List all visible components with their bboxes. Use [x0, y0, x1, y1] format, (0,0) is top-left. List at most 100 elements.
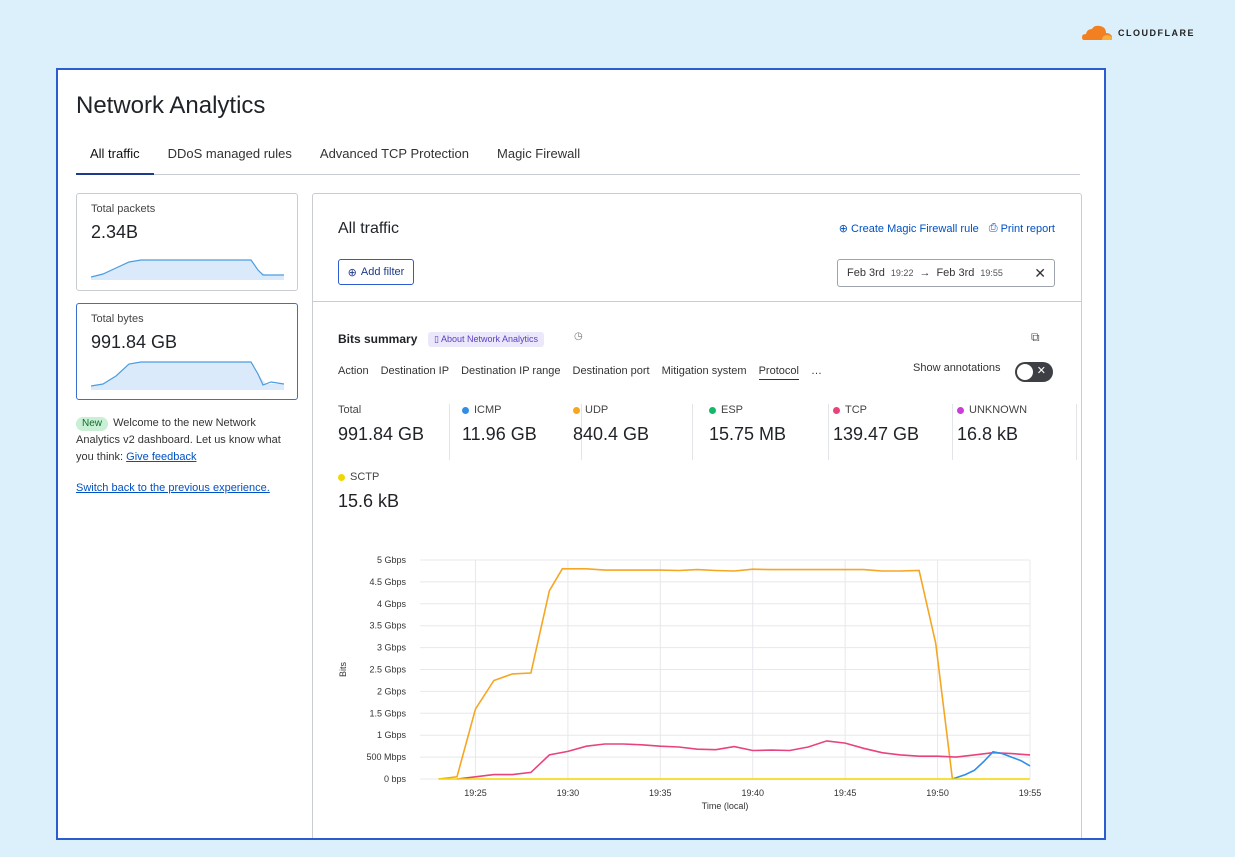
- stat-total: Total 991.84 GB: [338, 404, 450, 460]
- bits-summary-title: Bits summary: [338, 332, 418, 346]
- all-traffic-panel: All traffic ⊕ Create Magic Firewall rule…: [312, 193, 1082, 838]
- y-axis-label: Bits: [338, 662, 348, 678]
- y-tick-label: 4.5 Gbps: [369, 577, 406, 587]
- stat-value: 840.4 GB: [573, 424, 650, 444]
- welcome-text: Welcome to the new Network Analytics v2 …: [76, 417, 281, 463]
- total-packets-label: Total packets: [91, 203, 156, 215]
- subtab-destination-port[interactable]: Destination port: [572, 365, 650, 377]
- series-line-tcp: [456, 740, 1031, 780]
- subtab-destination-ip[interactable]: Destination IP: [380, 365, 450, 377]
- new-badge: New: [76, 417, 109, 431]
- welcome-message: New Welcome to the new Network Analytics…: [76, 415, 301, 466]
- y-tick-label: 5 Gbps: [377, 555, 407, 565]
- total-bytes-value: 991.84 GB: [91, 332, 178, 352]
- cloud-icon: [1082, 25, 1112, 40]
- stat-label: ICMP: [474, 404, 502, 416]
- stat-sctp: SCTP 15.6 kB: [338, 471, 458, 527]
- total-bytes-card[interactable]: Total bytes 991.84 GB: [76, 303, 298, 400]
- panel-actions: ⊕ Create Magic Firewall rule ⎙ Print rep…: [839, 222, 1055, 235]
- stat-tcp: TCP 139.47 GB: [833, 404, 953, 460]
- x-tick-label: 19:55: [1019, 788, 1042, 798]
- x-tick-label: 19:45: [834, 788, 857, 798]
- more-options-icon[interactable]: …: [810, 365, 822, 377]
- add-filter-button[interactable]: ⊕ Add filter: [338, 259, 414, 285]
- stat-value: 15.75 MB: [709, 424, 787, 444]
- time-from: 19:22: [890, 268, 914, 278]
- book-icon: ▯: [434, 334, 439, 344]
- unknown-dot: [957, 406, 964, 414]
- y-tick-label: 500 Mbps: [366, 752, 406, 762]
- stat-value: 15.6 kB: [338, 491, 400, 511]
- stat-value: 991.84 GB: [338, 424, 425, 444]
- stat-label: UDP: [585, 404, 609, 416]
- y-tick-label: 2 Gbps: [377, 686, 407, 696]
- clear-date-icon[interactable]: ✕: [1034, 264, 1046, 281]
- toggle-off-icon: ✕: [1036, 365, 1046, 377]
- stat-value: 16.8 kB: [957, 424, 1019, 444]
- esp-dot: [709, 406, 716, 414]
- page-title: Network Analytics: [76, 92, 266, 119]
- bytes-sparkline: [91, 361, 285, 390]
- print-report-button[interactable]: ⎙ Print report: [989, 222, 1055, 235]
- brand-name: CLOUDFLARE: [1118, 28, 1195, 38]
- y-tick-label: 0 bps: [384, 774, 407, 784]
- tcp-dot: [833, 406, 840, 414]
- tab-advanced-tcp-protection[interactable]: Advanced TCP Protection: [319, 146, 470, 161]
- time-to: 19:55: [980, 268, 1003, 278]
- subtab-action[interactable]: Action: [338, 365, 369, 377]
- create-rule-label: Create Magic Firewall rule: [851, 222, 979, 235]
- y-tick-label: 4 Gbps: [377, 599, 407, 609]
- x-axis-label: Time (local): [702, 801, 749, 811]
- x-tick-label: 19:40: [741, 788, 764, 798]
- tab-all-traffic[interactable]: All traffic: [76, 140, 154, 175]
- sctp-dot: [338, 473, 345, 481]
- total-packets-value: 2.34B: [91, 222, 139, 242]
- plus-circle-icon: ⊕: [838, 223, 848, 235]
- panel-title: All traffic: [338, 220, 400, 237]
- create-firewall-rule-button[interactable]: ⊕ Create Magic Firewall rule: [838, 222, 979, 236]
- y-tick-label: 1 Gbps: [377, 730, 407, 740]
- subtab-destination-ip-range[interactable]: Destination IP range: [461, 365, 561, 377]
- about-network-analytics-link[interactable]: ▯ About Network Analytics: [428, 332, 545, 347]
- expand-icon[interactable]: ⧉: [1031, 330, 1040, 344]
- packets-sparkline: [91, 259, 284, 280]
- print-icon: ⎙: [988, 222, 998, 234]
- show-annotations-label: Show annotations: [913, 362, 1001, 374]
- y-tick-label: 1.5 Gbps: [369, 708, 406, 718]
- tab-ddos-managed-rules[interactable]: DDoS managed rules: [167, 146, 292, 161]
- x-tick-label: 19:25: [464, 788, 487, 798]
- toggle-knob: [1017, 364, 1033, 380]
- stat-unknown: UNKNOWN 16.8 kB: [957, 404, 1077, 460]
- arrow-right-icon: →: [919, 267, 931, 279]
- cloudflare-logo: CLOUDFLARE: [1080, 24, 1195, 42]
- stat-label: ESP: [721, 404, 744, 416]
- x-tick-label: 19:50: [926, 788, 949, 798]
- icmp-dot: [462, 406, 469, 414]
- panel-divider: [313, 301, 1081, 302]
- x-tick-label: 19:30: [557, 788, 580, 798]
- stat-label: TCP: [845, 404, 867, 416]
- total-bytes-label: Total bytes: [91, 313, 144, 325]
- add-filter-label: Add filter: [360, 266, 405, 278]
- plus-circle-icon: ⊕: [347, 266, 357, 279]
- y-tick-label: 3 Gbps: [377, 643, 407, 653]
- date-range-picker[interactable]: Feb 3rd 19:22 → Feb 3rd 19:55 ✕: [837, 259, 1055, 287]
- show-annotations-toggle[interactable]: ✕: [1015, 362, 1053, 382]
- udp-dot: [573, 406, 580, 414]
- y-tick-label: 3.5 Gbps: [369, 621, 406, 631]
- group-by-tabs: Action Destination IP Destination IP ran…: [338, 365, 822, 380]
- print-report-label: Print report: [1000, 222, 1055, 235]
- subtab-mitigation-system[interactable]: Mitigation system: [661, 365, 747, 377]
- tab-magic-firewall[interactable]: Magic Firewall: [497, 146, 581, 161]
- total-packets-card[interactable]: Total packets 2.34B: [76, 193, 298, 291]
- stat-udp: UDP 840.4 GB: [573, 404, 693, 460]
- give-feedback-link[interactable]: Give feedback: [126, 451, 197, 463]
- series-line-udp: [438, 568, 954, 780]
- stat-label: SCTP: [350, 471, 380, 483]
- y-tick-label: 2.5 Gbps: [369, 665, 406, 675]
- stat-label: Total: [338, 404, 362, 416]
- subtab-protocol[interactable]: Protocol: [758, 365, 799, 380]
- series-line-icmp: [952, 750, 1031, 780]
- clock-icon[interactable]: ◷: [574, 331, 583, 342]
- switch-back-link[interactable]: Switch back to the previous experience.: [76, 482, 270, 494]
